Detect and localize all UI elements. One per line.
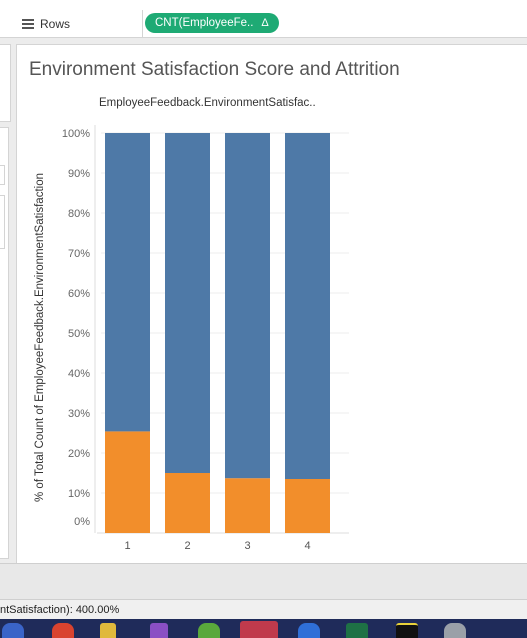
rows-shelf-label: Rows: [14, 10, 143, 37]
windows-taskbar: [0, 619, 527, 638]
app-green-icon[interactable]: [198, 623, 220, 638]
bar-attrition-no-4: [285, 133, 330, 479]
x-tick-label: 3: [244, 540, 250, 552]
rows-shelf: Rows CNT(EmployeeFe.. Δ: [0, 10, 527, 38]
folder-icon[interactable]: [100, 623, 116, 638]
rows-label: Rows: [40, 16, 71, 31]
bar-attrition-yes-3: [225, 478, 270, 533]
bar-attrition-no-3: [225, 133, 270, 479]
worksheet-view: Environment Satisfaction Score and Attri…: [16, 44, 527, 564]
left-panel-stub-2: [0, 127, 9, 559]
left-panel-stub-1: [0, 44, 11, 122]
browser-icon[interactable]: [2, 623, 24, 638]
y-tick-label: 70%: [68, 248, 90, 260]
x-tick-label: 2: [184, 540, 190, 552]
chrome-icon[interactable]: [52, 623, 74, 638]
delta-icon: Δ: [261, 17, 269, 29]
bottom-sheet-tabs-area: [0, 563, 527, 600]
visual-studio-icon[interactable]: [150, 623, 168, 638]
left-panel-field-2[interactable]: [0, 195, 5, 249]
rows-icon: [22, 18, 34, 29]
x-tick-label: 4: [304, 540, 310, 552]
y-tick-label: 80%: [68, 208, 90, 220]
view-title: Environment Satisfaction Score and Attri…: [29, 59, 400, 80]
pill-label: CNT(EmployeeFe..: [155, 17, 254, 29]
y-tick-label: 20%: [68, 448, 90, 460]
app-blue-icon[interactable]: [298, 623, 320, 638]
tableau-icon[interactable]: [240, 621, 278, 638]
y-tick-label: 30%: [68, 408, 90, 420]
stacked-bar-chart: 0% 10% 20% 30% 40% 50% 60% 70% 80% 90% 100% 1 2 3 4: [62, 125, 349, 552]
left-panel-field-1[interactable]: [0, 165, 5, 185]
y-tick-label: 10%: [68, 488, 90, 500]
y-tick-label: 40%: [68, 368, 90, 380]
bar-attrition-no-2: [165, 133, 210, 473]
column-header: EmployeeFeedback.EnvironmentSatisfac..: [99, 97, 316, 109]
y-tick-label: 0%: [74, 516, 90, 528]
app-dark-icon[interactable]: [396, 623, 418, 638]
bar-attrition-yes-1: [105, 431, 150, 533]
y-tick-label: 90%: [68, 168, 90, 180]
bar-attrition-no-1: [105, 133, 150, 432]
bar-attrition-yes-2: [165, 473, 210, 533]
status-bar: ntSatisfaction): 400.00%: [0, 599, 527, 620]
app-gray-icon[interactable]: [444, 623, 466, 638]
y-tick-label: 60%: [68, 288, 90, 300]
x-tick-label: 1: [124, 540, 130, 552]
y-tick-label: 50%: [68, 328, 90, 340]
y-tick-label: 100%: [62, 128, 90, 140]
excel-icon[interactable]: [346, 623, 368, 638]
rows-measure-pill[interactable]: CNT(EmployeeFe.. Δ: [145, 13, 279, 33]
bar-attrition-yes-4: [285, 479, 330, 533]
